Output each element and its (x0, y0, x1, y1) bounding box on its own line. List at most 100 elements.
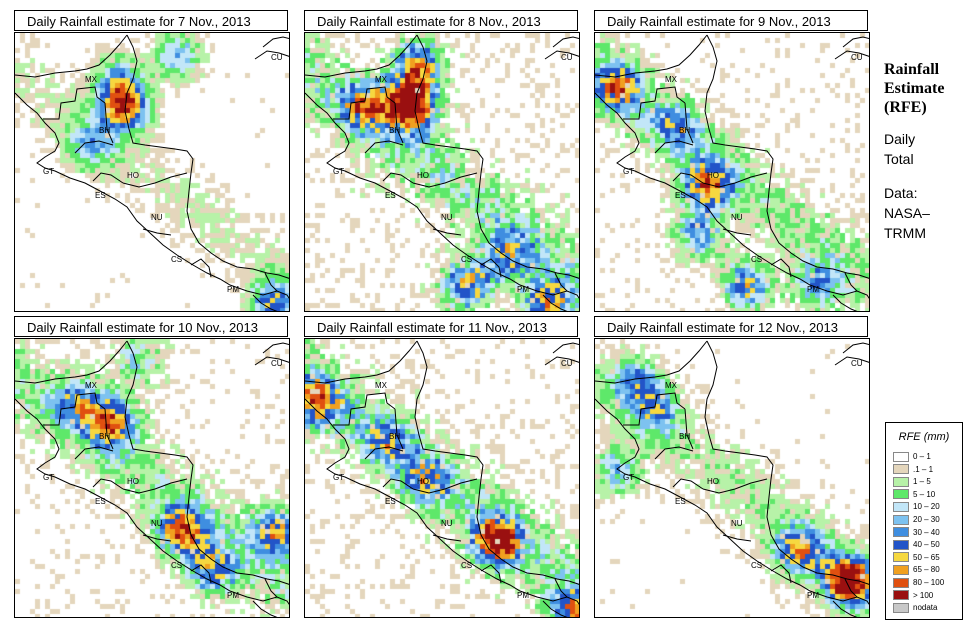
legend-item: 5 – 10 (893, 489, 935, 500)
rainfall-map: MX BH GT HO ES NU CS PM CU (594, 338, 870, 618)
country-label-pm: PM (517, 285, 529, 294)
country-label-gt: GT (43, 167, 55, 176)
country-label-mx: MX (85, 75, 97, 84)
country-label-ho: HO (417, 477, 429, 486)
legend: RFE (mm) 0 – 1 .1 – 1 1 – 5 5 – 10 10 – 20 20… (885, 422, 963, 620)
side-title-1: Rainfall (884, 61, 940, 78)
legend-label: > 100 (913, 590, 934, 600)
country-label-mx: MX (85, 381, 97, 390)
country-label-cs: CS (461, 255, 473, 264)
border-line (15, 398, 289, 605)
border-line (623, 86, 686, 120)
border-line (364, 446, 404, 460)
legend-item: 50 – 65 (893, 552, 940, 563)
border-line (672, 172, 704, 184)
border-line (595, 340, 708, 384)
border-line (262, 36, 289, 48)
border-line (74, 446, 114, 460)
country-label-gt: GT (333, 473, 345, 482)
country-label-mx: MX (665, 75, 677, 84)
side-desc-2: Total (884, 151, 914, 167)
border-line (480, 564, 502, 584)
panel-title: Daily Rainfall estimate for 9 Nov., 2013 (594, 10, 868, 31)
border-line (684, 102, 694, 144)
legend-item: 1 – 5 (893, 476, 931, 487)
border-line (722, 534, 752, 542)
border-line (842, 36, 869, 48)
country-label-bh: BH (679, 126, 691, 135)
country-label-mx: MX (665, 381, 677, 390)
border-line (122, 478, 188, 494)
border-line (104, 408, 114, 450)
border-line (394, 102, 404, 144)
country-label-pm: PM (227, 285, 239, 294)
border-line (43, 392, 106, 426)
legend-title: RFE (mm) (898, 431, 950, 443)
border-line (305, 92, 579, 299)
country-label-pm: PM (807, 591, 819, 600)
border-line (832, 294, 858, 311)
country-label-cu: CU (561, 359, 573, 368)
country-borders (595, 34, 869, 311)
border-line (142, 534, 172, 542)
border-line (333, 86, 396, 120)
country-label-ho: HO (127, 171, 139, 180)
legend-label: 10 – 20 (913, 502, 940, 512)
legend-swatch (893, 590, 909, 601)
legend-item: 30 – 40 (893, 527, 940, 538)
border-line (595, 398, 869, 605)
legend-item: nodata (893, 602, 937, 613)
border-line (190, 258, 212, 278)
border-line (92, 478, 124, 490)
border-line (262, 342, 289, 354)
country-label-pm: PM (227, 591, 239, 600)
map-panel-2: Daily Rainfall estimate for 8 Nov., 2013… (304, 10, 580, 312)
legend-label: 50 – 65 (913, 552, 940, 562)
map-panel-1: Daily Rainfall estimate for 7 Nov., 2013… (14, 10, 290, 312)
country-label-pm: PM (807, 285, 819, 294)
border-line (542, 600, 568, 617)
border-line (333, 392, 396, 426)
border-line (623, 392, 686, 426)
rainfall-grid (305, 33, 579, 311)
side-data-3: TRMM (884, 225, 926, 241)
panel-title: Daily Rainfall estimate for 12 Nov., 201… (594, 316, 868, 337)
country-label-bh: BH (99, 432, 111, 441)
country-label-cu: CU (851, 53, 863, 62)
border-line (305, 398, 579, 605)
map-panel-6: Daily Rainfall estimate for 12 Nov., 201… (594, 316, 870, 618)
country-label-cs: CS (461, 561, 473, 570)
border-line (382, 172, 414, 184)
legend-label: 40 – 50 (913, 540, 940, 550)
country-label-es: ES (95, 497, 106, 506)
country-label-bh: BH (389, 432, 401, 441)
panel-title: Daily Rainfall estimate for 10 Nov., 201… (14, 316, 288, 337)
border-line (654, 446, 694, 460)
rainfall-grid (305, 339, 579, 617)
border-line (382, 478, 414, 490)
border-line (595, 34, 708, 78)
legend-label: 20 – 30 (913, 515, 940, 524)
country-label-cs: CS (171, 255, 183, 264)
country-label-bh: BH (679, 432, 691, 441)
border-line (142, 228, 172, 236)
legend-item: 10 – 20 (893, 501, 940, 512)
border-line (412, 172, 478, 188)
country-label-gt: GT (623, 473, 635, 482)
border-line (552, 36, 579, 48)
country-label-es: ES (675, 191, 686, 200)
border-line (654, 140, 694, 154)
border-line (122, 172, 188, 188)
border-line (92, 172, 124, 184)
country-label-ho: HO (707, 477, 719, 486)
border-line (264, 272, 278, 292)
country-borders (15, 34, 289, 311)
legend-swatch (893, 602, 909, 613)
country-label-nu: NU (731, 519, 743, 528)
country-label-ho: HO (127, 477, 139, 486)
legend-swatch (893, 577, 909, 588)
border-line (124, 340, 289, 585)
border-line (305, 340, 418, 384)
side-title-2: Estimate (884, 80, 945, 97)
legend-swatch (893, 489, 909, 500)
